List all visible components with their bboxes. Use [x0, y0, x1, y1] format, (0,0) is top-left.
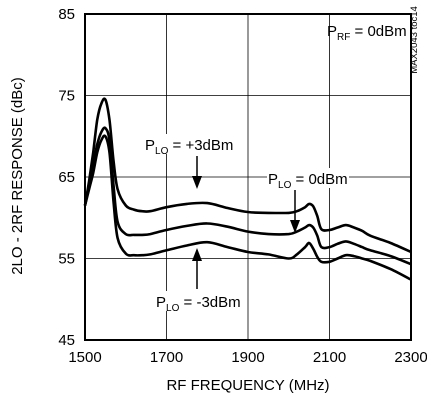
series-line-1: [83, 97, 412, 254]
annotation-plo-0-sub: LO: [278, 180, 292, 191]
annotation-prf: PRF = 0dBm: [327, 23, 407, 43]
y-tick-label: 45: [58, 332, 75, 349]
series-line-3: [83, 134, 412, 281]
annotation-plo-plus3: PLO = +3dBm: [145, 137, 233, 157]
annotation-plo-0-bg: [267, 168, 349, 188]
series-line-2: [83, 126, 412, 266]
annotation-plo-minus3-sub: LO: [166, 303, 180, 314]
y-tick-label: 75: [58, 88, 75, 105]
grid-lines: [85, 14, 411, 340]
arrow-plo-minus3: [192, 248, 202, 289]
y-axis-label: 2LO - 2RF RESPONSE (dBc): [9, 77, 26, 275]
y-tick-label: 85: [58, 6, 75, 23]
series-lines: [83, 97, 412, 281]
x-axis-label: RF FREQUENCY (MHz): [166, 377, 329, 394]
annotation-plo-minus3-main: P: [156, 294, 166, 311]
x-tick-label: 1500: [68, 349, 101, 366]
annotation-plo-plus3-main: P: [145, 137, 155, 154]
x-tick-label: 1900: [231, 349, 264, 366]
arrow-plo-0: [290, 190, 300, 233]
annotation-plo-minus3-bg: [155, 291, 245, 311]
arrow-plo-plus3: [192, 156, 202, 189]
plot-frame: [84, 13, 412, 341]
annotation-plo-0-main: P: [268, 171, 278, 188]
y-tick-label: 55: [58, 251, 75, 268]
x-tick-label: 2300: [394, 349, 427, 366]
annotation-plo-plus3-bg: [144, 134, 236, 154]
annotation-plo-minus3-rest: = -3dBm: [179, 294, 240, 311]
x-tick-label: 1700: [150, 349, 183, 366]
annotation-prf-sub: RF: [337, 32, 350, 43]
annotation-plo-0-rest: = 0dBm: [291, 171, 347, 188]
annotation-prf-rest: = 0dBm: [350, 23, 406, 40]
annotation-plo-plus3-rest: = +3dBm: [168, 137, 233, 154]
annotation-plo-0: PLO = 0dBm: [268, 171, 348, 191]
annotation-plo-plus3-sub: LO: [155, 146, 169, 157]
side-label: MAX2043 toc14: [409, 6, 420, 74]
annotation-prf-main: P: [327, 23, 337, 40]
annotation-plo-minus3: PLO = -3dBm: [156, 294, 241, 314]
y-tick-label: 65: [58, 169, 75, 186]
tick-labels: 1500 1700 1900 2100 2300 45 55 65 75 85: [58, 6, 427, 366]
x-tick-label: 2100: [313, 349, 346, 366]
